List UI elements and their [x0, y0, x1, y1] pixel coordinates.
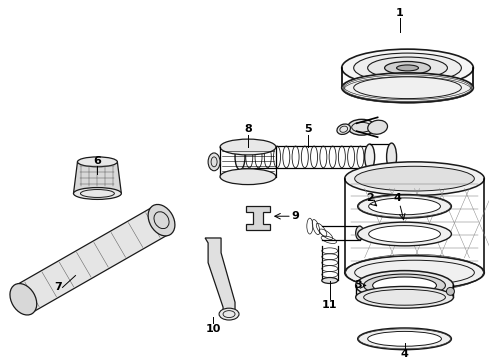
Ellipse shape	[345, 162, 484, 195]
Text: 9: 9	[291, 211, 299, 221]
Ellipse shape	[342, 49, 473, 87]
Text: 6: 6	[94, 156, 101, 166]
Text: 4: 4	[401, 348, 409, 359]
Ellipse shape	[74, 188, 122, 199]
Polygon shape	[205, 238, 235, 317]
Ellipse shape	[358, 328, 451, 350]
Text: 10: 10	[205, 324, 221, 334]
Ellipse shape	[396, 65, 418, 71]
Ellipse shape	[356, 287, 453, 308]
Ellipse shape	[385, 62, 431, 75]
Ellipse shape	[368, 226, 441, 242]
Ellipse shape	[356, 271, 453, 300]
Ellipse shape	[322, 278, 338, 283]
Ellipse shape	[10, 284, 37, 315]
Ellipse shape	[356, 226, 364, 240]
Ellipse shape	[387, 143, 396, 171]
Ellipse shape	[148, 204, 175, 236]
Text: 4: 4	[393, 193, 401, 203]
Ellipse shape	[358, 194, 451, 218]
Ellipse shape	[354, 53, 462, 83]
Ellipse shape	[368, 198, 441, 215]
Ellipse shape	[372, 277, 437, 294]
Ellipse shape	[342, 73, 473, 103]
Ellipse shape	[208, 153, 220, 171]
Ellipse shape	[446, 287, 454, 295]
Ellipse shape	[368, 120, 388, 134]
Text: 5: 5	[304, 124, 312, 134]
Text: 3: 3	[354, 280, 362, 291]
Ellipse shape	[220, 169, 276, 185]
Polygon shape	[15, 207, 170, 313]
Ellipse shape	[364, 274, 445, 297]
Ellipse shape	[337, 124, 350, 134]
Ellipse shape	[348, 119, 376, 135]
Text: 11: 11	[322, 300, 338, 310]
Ellipse shape	[358, 222, 451, 246]
Ellipse shape	[355, 166, 474, 191]
Ellipse shape	[235, 144, 245, 170]
Ellipse shape	[220, 139, 276, 155]
Ellipse shape	[219, 308, 239, 320]
Polygon shape	[246, 206, 270, 230]
Text: 7: 7	[55, 282, 62, 292]
Ellipse shape	[368, 332, 441, 346]
Ellipse shape	[368, 57, 447, 79]
Ellipse shape	[345, 256, 484, 289]
Text: 2: 2	[366, 193, 373, 203]
Polygon shape	[74, 162, 122, 193]
Text: 8: 8	[244, 124, 252, 134]
Text: 1: 1	[396, 8, 403, 18]
Ellipse shape	[365, 144, 375, 170]
Ellipse shape	[77, 157, 118, 167]
